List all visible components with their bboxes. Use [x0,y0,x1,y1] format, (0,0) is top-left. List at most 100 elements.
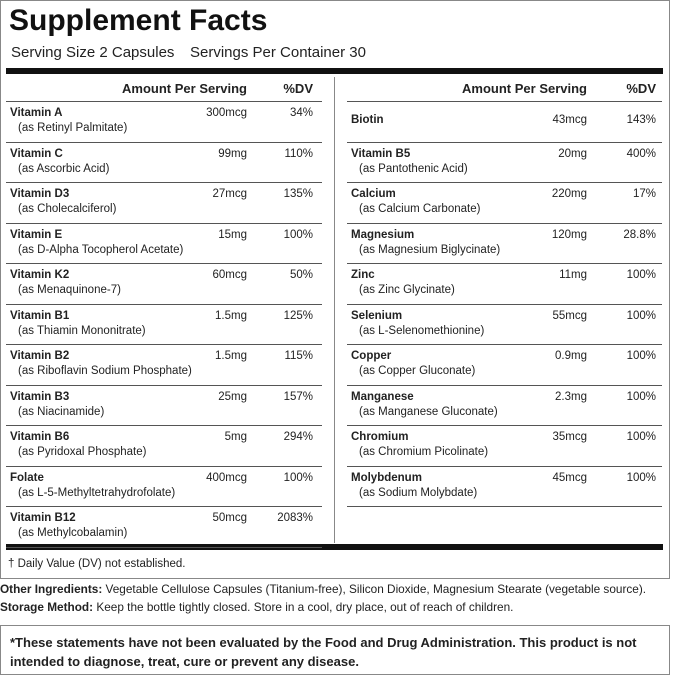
header-amount: Amount Per Serving [122,81,247,96]
title: Supplement Facts [9,4,268,37]
nutrient-source: (as Manganese Gluconate) [359,405,498,418]
rule [6,304,322,305]
rule [6,506,322,507]
amount: 20mg [558,147,587,160]
amount: 99mg [218,147,247,160]
nutrient-name: Selenium [351,309,403,322]
nutrient-source: (as Ascorbic Acid) [18,162,110,175]
daily-value: 115% [284,350,313,362]
nutrient-source: (as Magnesium Biglycinate) [359,243,501,256]
amount: 1.5mg [215,309,247,322]
daily-value: 135% [283,188,313,200]
nutrient-name: Molybdenum [351,471,422,484]
header-dv: %DV [626,81,656,96]
daily-value: 110% [284,147,313,160]
nutrient-source: (as Zinc Glycinate) [359,284,455,296]
daily-value: 17% [632,188,656,200]
amount: 35mcg [552,431,587,443]
nutrient-source: (as Riboflavin Sodium Phosphate) [18,365,192,377]
nutrient-source: (as Retinyl Palmitate) [18,122,128,134]
daily-value: 400% [626,147,656,160]
nutrient-source: (as D-Alpha Tocopherol Acetate) [18,243,184,256]
text: Keep the bottle tightly closed. Store in… [96,600,514,614]
amount: 400mcg [206,471,247,484]
nutrient-name: Vitamin D3 [10,188,70,200]
label: Other Ingredients: [0,582,103,596]
daily-value: 143% [626,114,656,126]
daily-value: 100% [283,228,313,241]
thick-rule [6,68,663,74]
nutrient-source: (as Thiamin Mononitrate) [18,324,146,337]
nutrient-source: (as L-5-Methyltetrahydrofolate) [18,486,176,499]
nutrient-source: (as Pyridoxal Phosphate) [18,446,147,458]
column-divider [334,77,335,543]
daily-value: 125% [283,309,313,322]
rule [6,142,322,143]
nutrient-name: Vitamin B3 [10,390,70,403]
nutrient-source: (as Methylcobalamin) [18,527,128,539]
nutrient-name: Vitamin B6 [10,431,70,443]
nutrient-name: Vitamin B5 [351,147,411,160]
daily-value: 100% [626,309,656,322]
rule [347,223,662,224]
daily-value: 157% [283,390,313,403]
storage: Storage Method: Keep the bottle tightly … [0,600,513,614]
facts-box [0,0,670,579]
amount: 45mcg [552,471,587,484]
amount: 60mcg [212,269,247,281]
rule [347,101,662,102]
amount: 27mcg [212,188,247,200]
daily-value: 100% [626,471,656,484]
rule [347,506,662,507]
label: Storage Method: [0,600,94,614]
footnote: † Daily Value (DV) not established. [8,558,186,570]
rule [6,182,322,183]
nutrient-name: Biotin [351,114,384,126]
rule [6,385,322,386]
header-dv: %DV [283,81,313,96]
rule [6,466,322,467]
rule [6,223,322,224]
rule [6,344,322,345]
nutrient-name: Vitamin B12 [10,512,76,524]
amount: 5mg [224,431,247,443]
disclaimer: *These statements have not been evaluate… [0,625,670,675]
rule [347,304,662,305]
nutrient-source: (as Copper Gluconate) [359,365,476,377]
amount: 2.3mg [555,390,587,403]
amount: 0.9mg [555,350,587,362]
nutrient-name: Calcium [351,188,396,200]
amount: 1.5mg [215,350,247,362]
nutrient-name: Magnesium [351,228,415,241]
rule [6,263,322,264]
rule [347,344,662,345]
amount: 43mcg [552,114,587,126]
nutrient-source: (as Sodium Molybdate) [359,486,478,499]
nutrient-name: Manganese [351,390,414,403]
nutrient-source: (as Pantothenic Acid) [359,162,468,175]
thick-rule [6,544,663,550]
nutrient-name: Folate [10,471,44,484]
rule [6,547,322,548]
nutrient-name: Vitamin A [10,107,63,119]
nutrient-name: Chromium [351,431,409,443]
rule [347,385,662,386]
serving-size: Serving Size 2 Capsules [11,44,175,61]
nutrient-source: (as Chromium Picolinate) [359,446,489,458]
other-ingredients: Other Ingredients: Vegetable Cellulose C… [0,582,646,596]
nutrient-name: Copper [351,350,392,362]
amount: 15mg [218,228,247,241]
daily-value: 2083% [277,512,313,524]
nutrient-source: (as Menaquinone-7) [18,284,121,296]
rule [6,425,322,426]
rule [347,263,662,264]
rule [347,142,662,143]
header-amount: Amount Per Serving [462,81,587,96]
nutrient-source: (as Cholecalciferol) [18,203,117,215]
amount: 300mcg [206,107,247,119]
amount: 120mg [551,228,587,241]
daily-value: 100% [626,269,656,281]
rule [347,425,662,426]
amount: 55mcg [552,309,587,322]
